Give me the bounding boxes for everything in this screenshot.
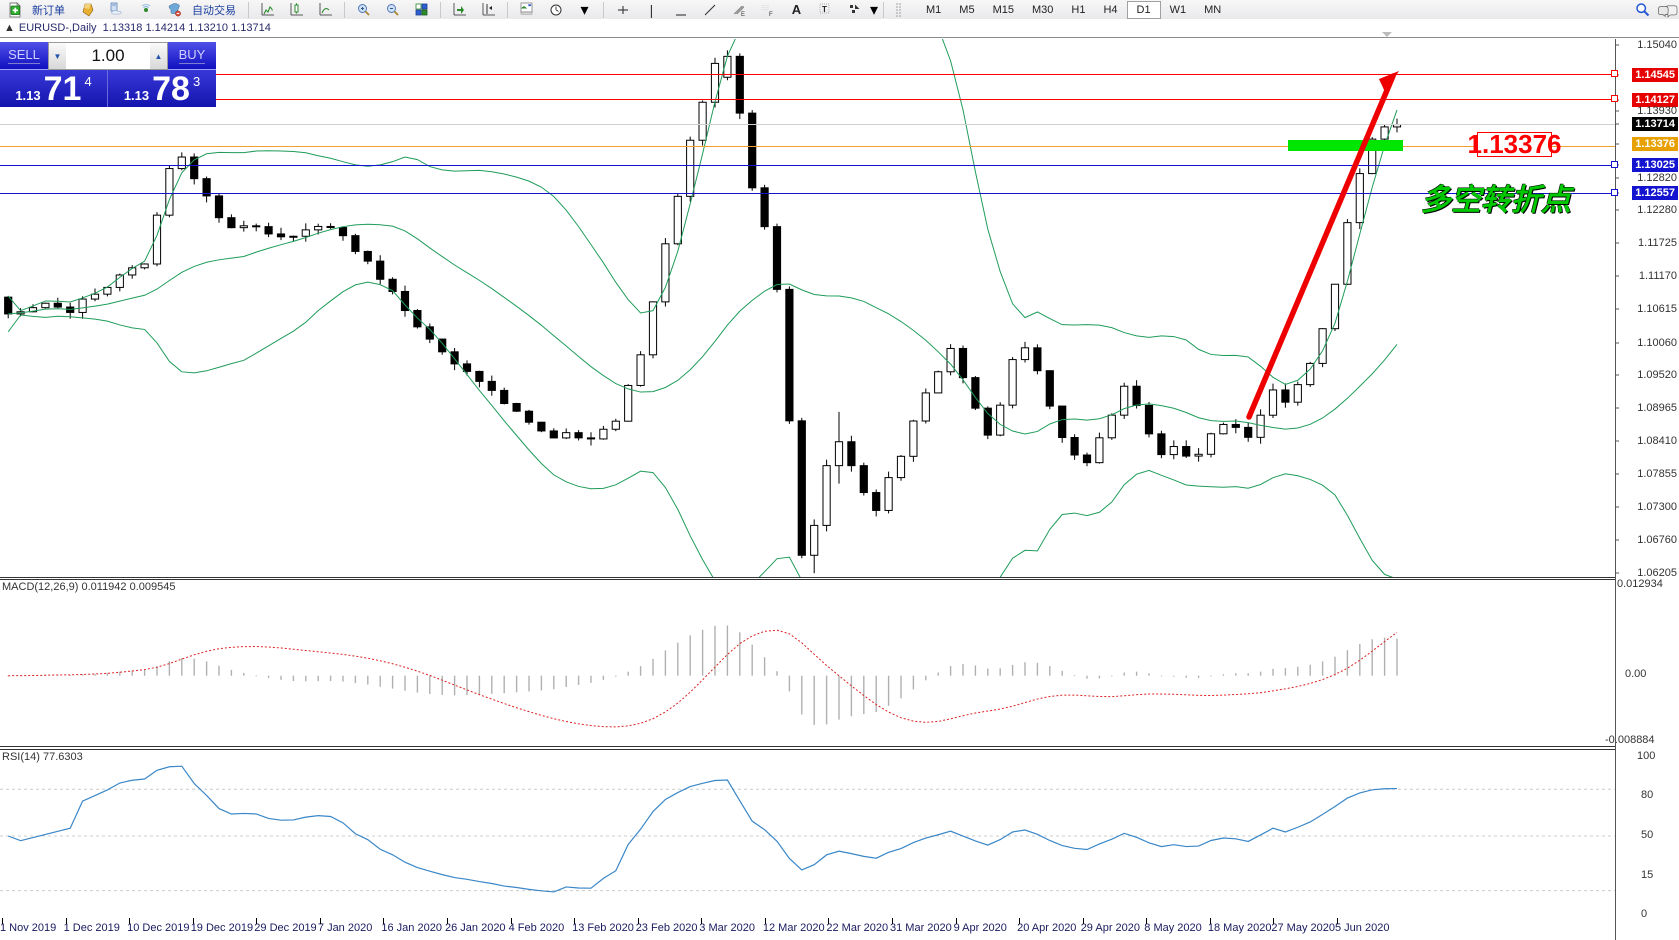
svg-text:F: F <box>769 12 773 18</box>
svg-text:E: E <box>741 12 745 18</box>
svg-text:T: T <box>822 5 827 14</box>
